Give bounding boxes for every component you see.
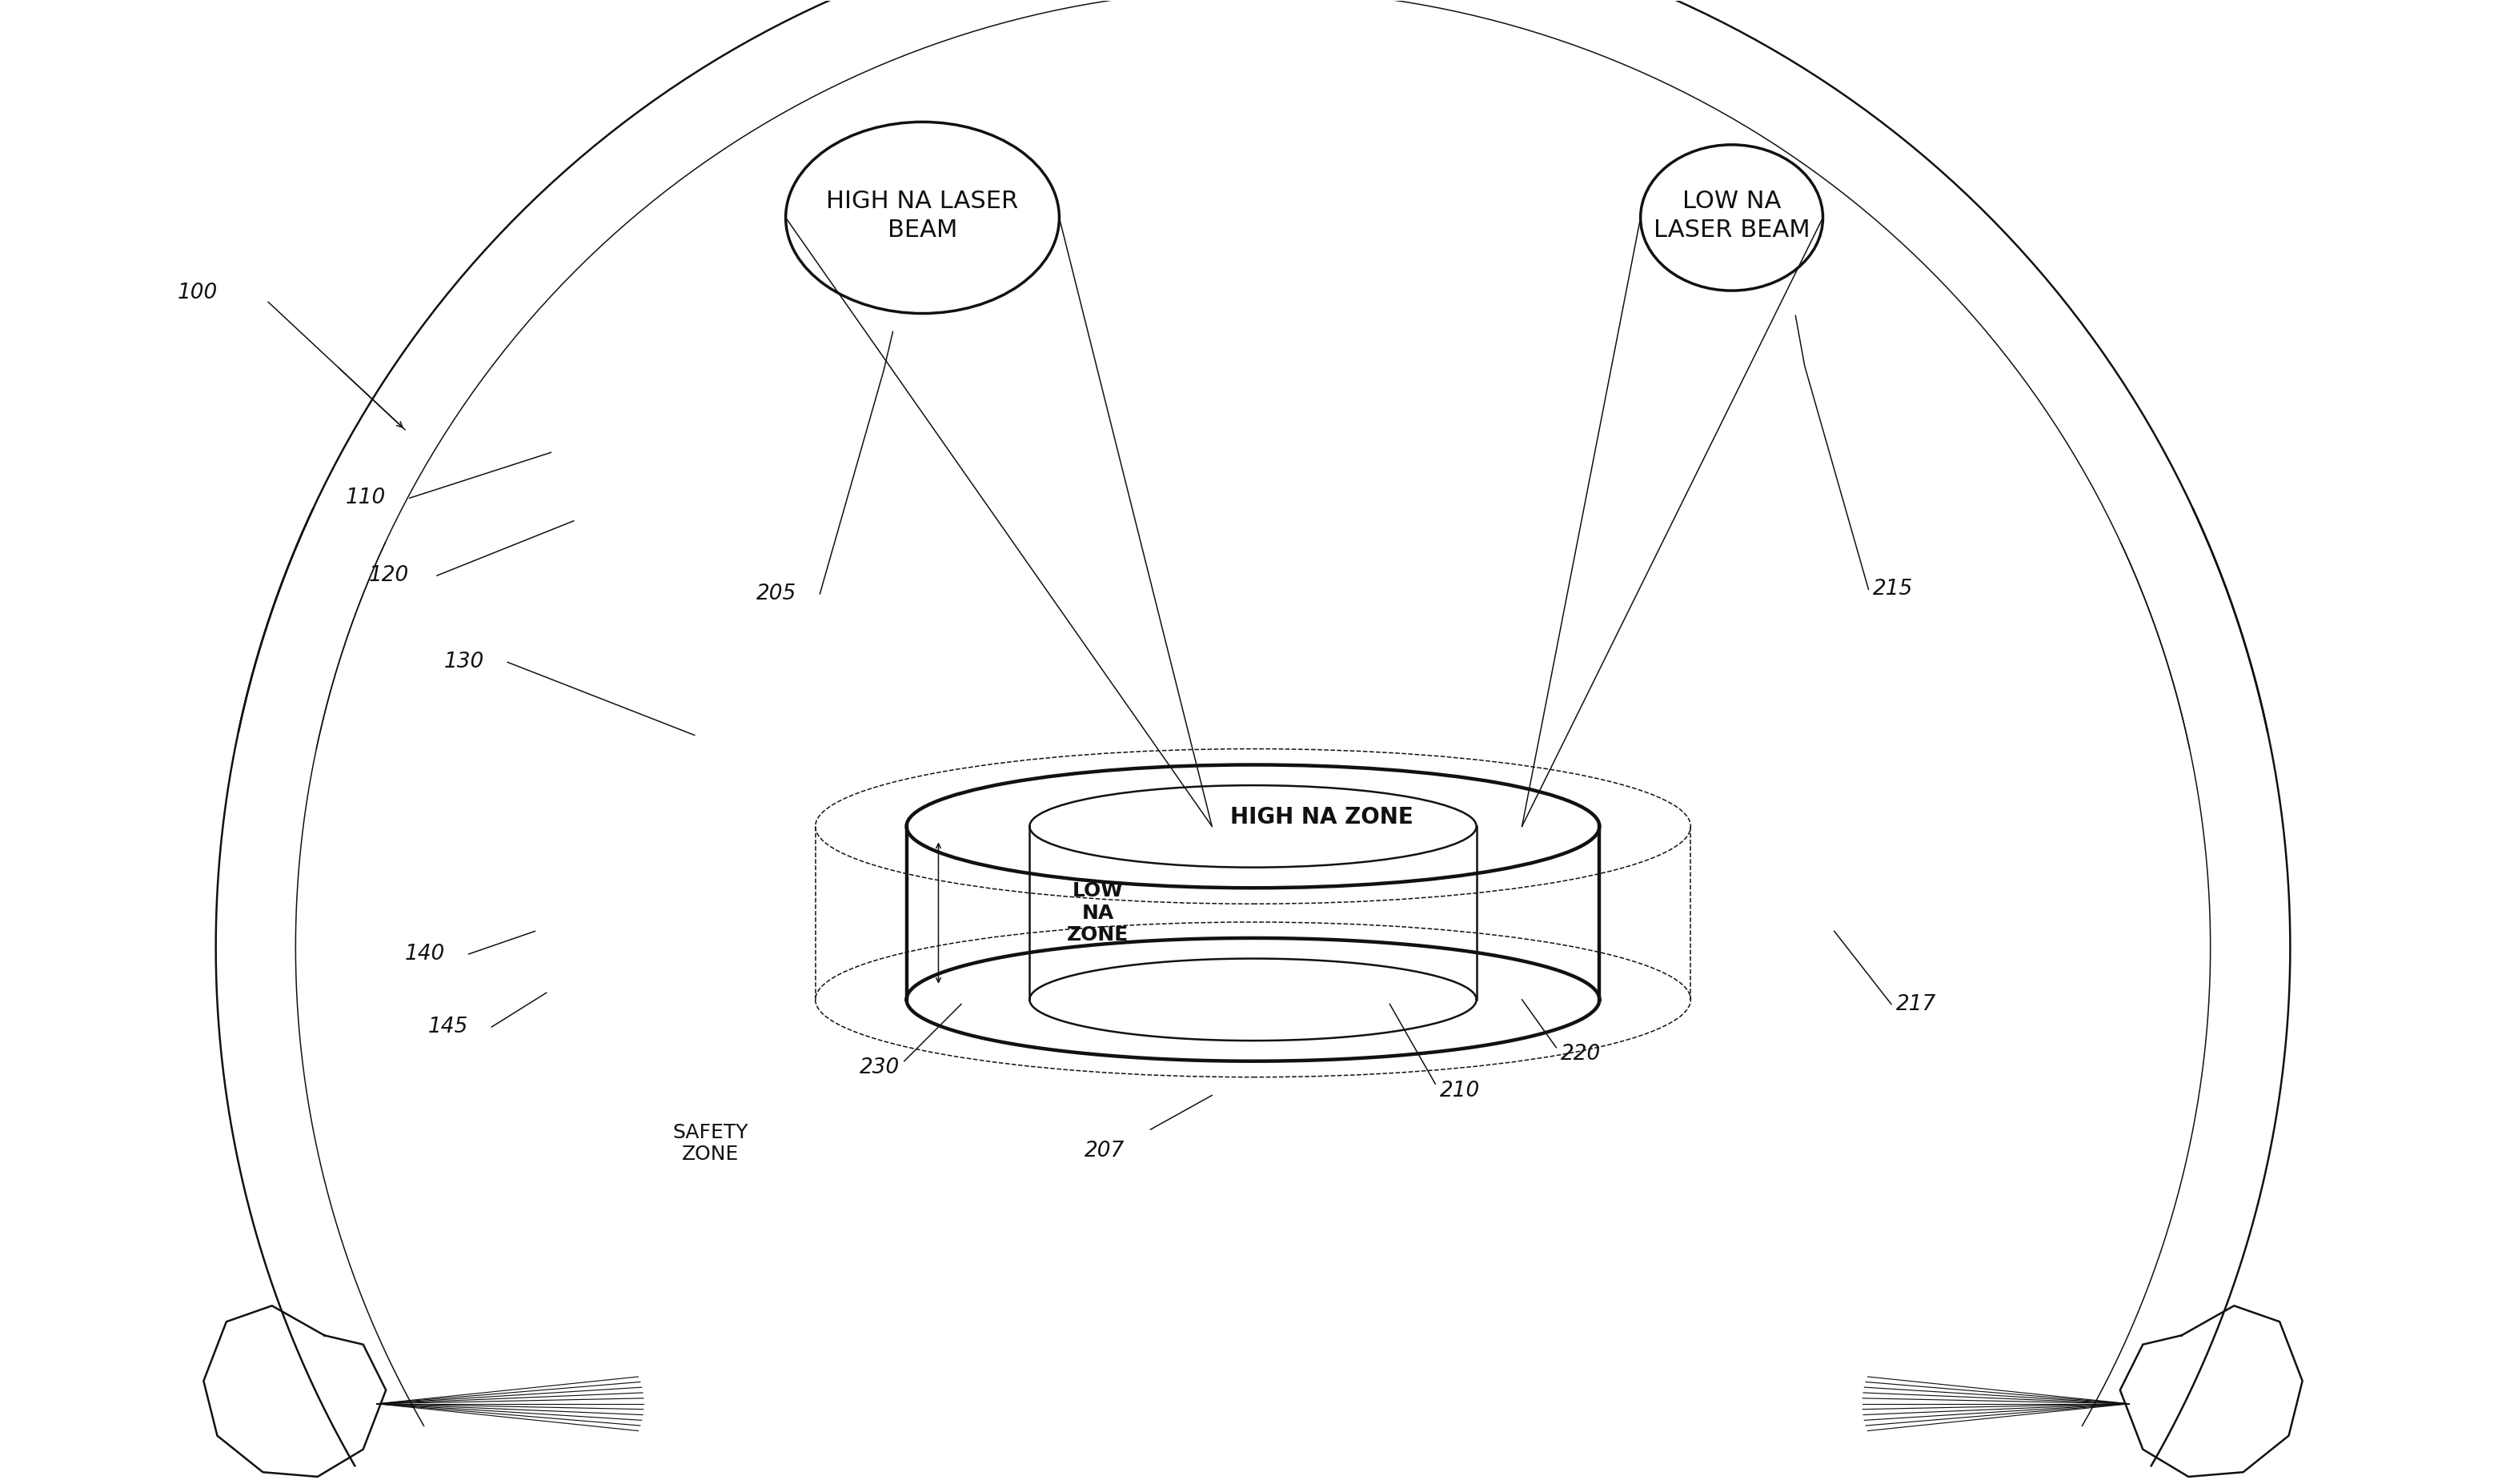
Text: 210: 210	[1441, 1080, 1481, 1101]
Text: LOW
NA
ZONE: LOW NA ZONE	[1068, 881, 1128, 945]
Text: HIGH NA ZONE: HIGH NA ZONE	[1230, 806, 1413, 828]
Text: 230: 230	[860, 1058, 900, 1079]
Text: 110: 110	[346, 488, 386, 509]
Text: 140: 140	[406, 944, 446, 965]
Text: 205: 205	[757, 583, 797, 604]
Text: 207: 207	[1085, 1141, 1125, 1162]
Text: 220: 220	[1561, 1043, 1601, 1064]
Text: 217: 217	[1897, 994, 1937, 1015]
Text: 130: 130	[444, 651, 484, 672]
Text: 215: 215	[1872, 579, 1912, 600]
Text: LOW NA
LASER BEAM: LOW NA LASER BEAM	[1654, 190, 1809, 242]
Text: SAFETY
ZONE: SAFETY ZONE	[672, 1123, 749, 1163]
Text: HIGH NA LASER
BEAM: HIGH NA LASER BEAM	[827, 190, 1017, 242]
Text: 145: 145	[429, 1017, 469, 1037]
Text: 100: 100	[178, 282, 218, 303]
Text: 120: 120	[368, 565, 408, 586]
